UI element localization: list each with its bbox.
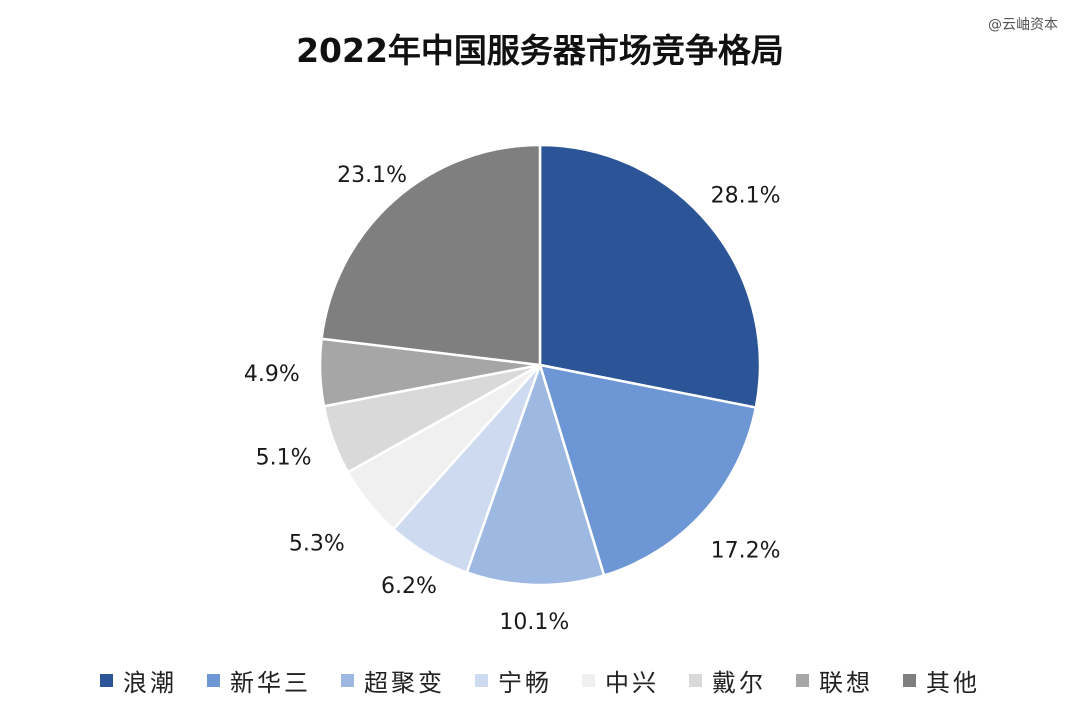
slice-label-3: 10.1% <box>499 610 569 635</box>
legend-label: 超聚变 <box>364 668 445 697</box>
legend-item-3: 超聚变 <box>341 663 445 698</box>
legend-label: 戴尔 <box>712 668 766 697</box>
slice-label-7: 4.9% <box>244 362 300 387</box>
legend-swatch <box>207 673 220 687</box>
legend: 浪潮 新华三 超聚变 宁畅 中兴 戴尔 联想 其他 <box>0 660 1080 700</box>
legend-item-8: 其他 <box>903 663 980 698</box>
legend-item-6: 戴尔 <box>689 663 766 698</box>
legend-item-5: 中兴 <box>582 663 659 698</box>
legend-swatch <box>689 673 702 687</box>
legend-item-2: 新华三 <box>207 663 311 698</box>
slice-label-8: 23.1% <box>337 163 407 188</box>
legend-swatch <box>903 673 916 687</box>
legend-swatch <box>100 673 113 687</box>
pie-slice-1 <box>538 143 762 410</box>
legend-label: 中兴 <box>605 668 659 697</box>
slice-label-4: 6.2% <box>381 574 437 599</box>
legend-label: 其他 <box>926 668 980 697</box>
chart-title: 2022年中国服务器市场竞争格局 <box>296 31 784 70</box>
legend-label: 新华三 <box>230 668 311 697</box>
legend-item-4: 宁畅 <box>475 663 552 698</box>
legend-swatch <box>341 673 354 687</box>
slice-label-1: 28.1% <box>711 184 781 209</box>
legend-swatch <box>582 673 595 687</box>
slice-label-6: 5.1% <box>256 446 312 471</box>
legend-label: 宁畅 <box>498 668 552 697</box>
legend-label: 联想 <box>819 668 873 697</box>
pie-slice-8 <box>320 143 542 367</box>
slice-label-5: 5.3% <box>289 531 345 556</box>
slice-label-2: 17.2% <box>711 538 781 563</box>
pie-slice-3 <box>465 360 606 587</box>
pie-slice-2 <box>538 363 758 578</box>
legend-swatch <box>796 673 809 687</box>
legend-item-7: 联想 <box>796 663 873 698</box>
legend-label: 浪潮 <box>123 668 177 697</box>
pie-chart: 28.1% 17.2% 10.1% 6.2% 5.3% 5.1% 4.9% 23.1% <box>244 143 781 635</box>
watermark: @云岫资本 <box>988 17 1058 33</box>
legend-swatch <box>475 673 488 687</box>
legend-item-1: 浪潮 <box>100 663 177 698</box>
